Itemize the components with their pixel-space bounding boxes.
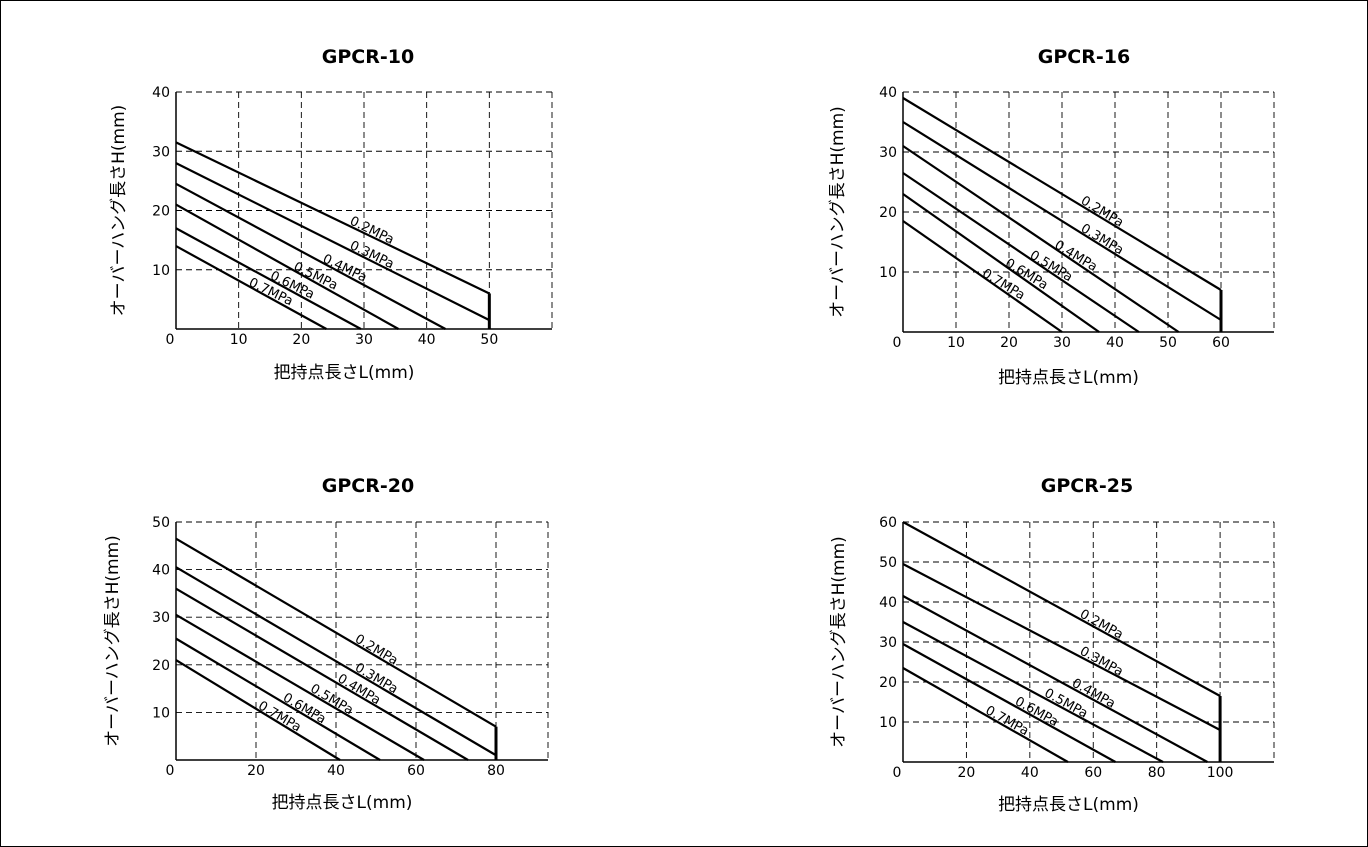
series-line — [902, 97, 1222, 291]
x-tick-label: 80 — [487, 763, 505, 779]
y-tick-label: 30 — [879, 145, 897, 161]
x-tick-label: 40 — [327, 763, 345, 779]
y-tick-label: 20 — [152, 658, 170, 674]
y-axis-label: オーバーハング長さH(mm) — [103, 535, 123, 747]
series-line — [902, 643, 1116, 763]
series-line — [902, 521, 1221, 697]
series-line — [175, 613, 425, 761]
x-tick-label: 10 — [230, 332, 248, 348]
series-line — [175, 182, 446, 330]
y-tick-label: 40 — [879, 595, 897, 611]
chart-title: GPCR-25 — [1041, 475, 1133, 497]
y-tick-label: 30 — [152, 610, 170, 626]
y-axis-label: オーバーハング長さH(mm) — [109, 105, 129, 317]
series-line — [902, 667, 1069, 763]
y-tick-label: 20 — [879, 675, 897, 691]
series-line — [175, 537, 497, 728]
y-tick-label: 10 — [152, 705, 170, 721]
series-line — [175, 203, 400, 330]
series-line — [902, 563, 1221, 731]
x-tick-label: 0 — [893, 765, 902, 781]
x-tick-label: 0 — [166, 332, 175, 348]
x-tick-label: 40 — [418, 332, 436, 348]
y-tick-label: 30 — [879, 635, 897, 651]
x-axis-label: 把持点長さL(mm) — [998, 368, 1139, 388]
series-line — [175, 162, 490, 322]
series-line — [902, 193, 1100, 333]
series-line — [175, 227, 362, 330]
series-line — [902, 145, 1180, 333]
x-tick-label: 100 — [1207, 765, 1234, 781]
x-tick-label: 10 — [947, 335, 965, 351]
series-line — [175, 566, 497, 757]
y-tick-label: 10 — [152, 263, 170, 279]
x-tick-label: 50 — [480, 332, 498, 348]
series-line — [902, 595, 1208, 763]
x-tick-label: 20 — [247, 763, 265, 779]
series-line — [175, 637, 381, 761]
y-tick-label: 40 — [879, 85, 897, 101]
y-tick-label: 40 — [152, 85, 170, 101]
y-axis-label: オーバーハング長さH(mm) — [829, 536, 849, 748]
x-tick-label: 60 — [1212, 335, 1230, 351]
x-tick-label: 20 — [1000, 335, 1018, 351]
x-tick-label: 60 — [1084, 765, 1102, 781]
y-tick-label: 60 — [879, 515, 897, 531]
y-tick-label: 50 — [879, 555, 897, 571]
chart-title: GPCR-20 — [322, 475, 414, 497]
series-line — [175, 245, 327, 330]
x-axis-label: 把持点長さL(mm) — [998, 795, 1139, 815]
x-tick-label: 80 — [1148, 765, 1166, 781]
x-tick-label: 30 — [355, 332, 373, 348]
y-tick-label: 20 — [152, 204, 170, 220]
series-line — [175, 659, 341, 761]
x-axis-label: 把持点長さL(mm) — [272, 793, 413, 813]
x-tick-label: 30 — [1053, 335, 1071, 351]
series-line — [175, 141, 490, 295]
x-tick-label: 0 — [893, 335, 902, 351]
y-tick-label: 50 — [152, 515, 170, 531]
series-line — [902, 121, 1222, 321]
chart-title: GPCR-10 — [322, 46, 414, 68]
series-line — [175, 587, 469, 761]
series-label: 0.2MPa — [1077, 607, 1126, 643]
x-tick-label: 40 — [1021, 765, 1039, 781]
x-tick-label: 20 — [958, 765, 976, 781]
y-tick-label: 20 — [879, 205, 897, 221]
x-tick-label: 0 — [166, 763, 175, 779]
x-axis-label: 把持点長さL(mm) — [274, 363, 415, 383]
y-tick-label: 10 — [879, 715, 897, 731]
y-tick-label: 30 — [152, 144, 170, 160]
y-tick-label: 40 — [152, 563, 170, 579]
series-line — [902, 220, 1063, 333]
series-label: 0.3MPa — [1077, 644, 1126, 680]
x-tick-label: 40 — [1106, 335, 1124, 351]
series-line — [902, 621, 1164, 763]
chart-title: GPCR-16 — [1038, 46, 1130, 68]
series-line — [902, 172, 1140, 333]
x-tick-label: 20 — [292, 332, 310, 348]
x-tick-label: 50 — [1159, 335, 1177, 351]
y-tick-label: 10 — [879, 265, 897, 281]
x-tick-label: 60 — [407, 763, 425, 779]
y-axis-label: オーバーハング長さH(mm) — [828, 106, 848, 318]
